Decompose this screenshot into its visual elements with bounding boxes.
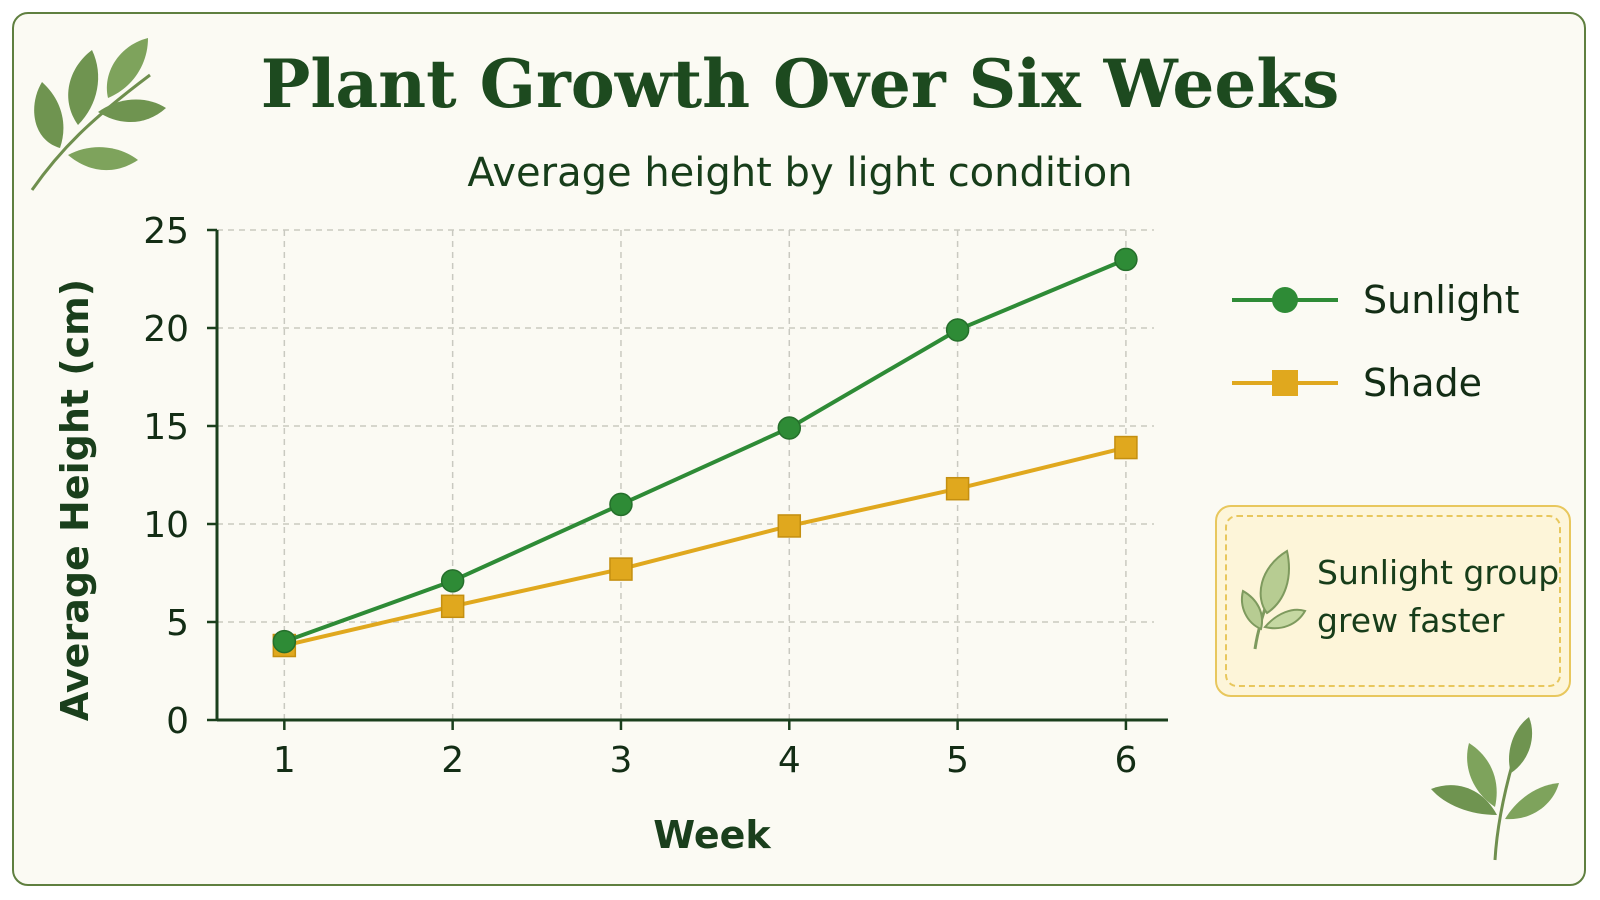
data-point-sunlight	[609, 492, 633, 517]
data-point-sunlight	[1114, 247, 1138, 272]
leaf-branch-icon	[1431, 717, 1559, 861]
y-tick-label: 5	[166, 603, 189, 644]
y-tick-label: 15	[143, 407, 189, 448]
data-point-shade	[440, 594, 465, 619]
legend-label: Sunlight	[1363, 278, 1520, 322]
data-point-sunlight	[440, 569, 465, 593]
data-point-shade	[609, 557, 633, 581]
legend-marker-shade	[1272, 370, 1298, 396]
data-point-sunlight	[272, 629, 297, 654]
leaf-icon	[1241, 549, 1307, 650]
leaf-branch-icon	[30, 38, 166, 191]
y-tick-label: 10	[143, 505, 189, 546]
data-point-shade	[777, 514, 802, 538]
x-axis-title: Week	[653, 813, 771, 857]
series	[272, 247, 1138, 658]
annotation-note: Sunlight group grew faster	[1215, 505, 1571, 697]
y-tick-label: 20	[143, 309, 189, 350]
chart-title: Plant Growth Over Six Weeks	[260, 45, 1340, 123]
annotation-note-border	[1225, 515, 1561, 687]
y-tick-label: 0	[166, 701, 189, 742]
axes: 0 5 10 15 20 25 1 2 3 4 5 6	[143, 211, 1168, 781]
chart-card	[12, 12, 1586, 886]
x-tick-label: 4	[778, 740, 801, 781]
x-tick-label: 3	[610, 740, 633, 781]
x-tick-label: 1	[273, 740, 296, 781]
legend-marker-sunlight	[1272, 287, 1298, 313]
x-tick-label: 5	[946, 740, 969, 781]
legend: Sunlight Shade	[1232, 278, 1520, 405]
chart-subtitle: Average height by light condition	[467, 150, 1133, 196]
data-point-shade	[1114, 435, 1138, 460]
series-line-sunlight	[283, 257, 1127, 644]
y-tick-label: 25	[143, 211, 189, 252]
series-line-shade	[283, 445, 1127, 648]
annotation-text: Sunlight group grew faster	[1317, 553, 1560, 640]
data-point-sunlight	[945, 318, 970, 342]
x-tick-label: 2	[441, 740, 464, 781]
data-point-sunlight	[777, 416, 802, 440]
x-tick-label: 6	[1114, 740, 1137, 781]
y-axis-title: Average Height (cm)	[53, 279, 97, 721]
data-point-shade	[945, 476, 970, 501]
legend-label: Shade	[1363, 361, 1482, 405]
